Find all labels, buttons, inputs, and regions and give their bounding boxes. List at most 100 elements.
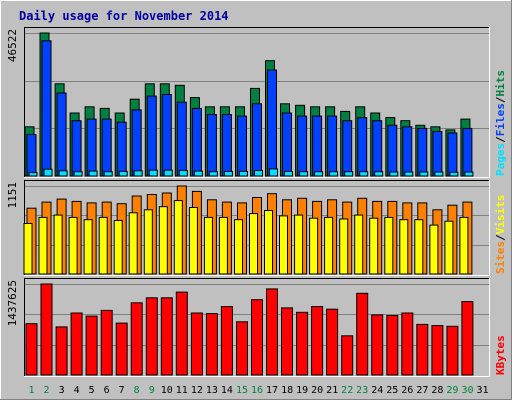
x-tick-label-day-18: 18 bbox=[281, 385, 293, 396]
bar-pages-day-30 bbox=[464, 171, 474, 177]
bar-pages-day-26 bbox=[404, 171, 414, 177]
x-tick-label-day-1: 1 bbox=[28, 385, 34, 396]
bar-sites-day-21 bbox=[324, 216, 334, 275]
bar-kbytes-day-9 bbox=[145, 297, 158, 376]
bar-kbytes-day-18 bbox=[281, 307, 293, 376]
bar-pages-day-16 bbox=[254, 170, 263, 177]
bar-files-day-4 bbox=[71, 120, 82, 177]
x-tick-label-day-2: 2 bbox=[43, 385, 49, 396]
x-tick-label-day-14: 14 bbox=[221, 385, 233, 396]
panel-legend: KBytes bbox=[494, 335, 507, 375]
bar-kbytes-day-12 bbox=[190, 312, 203, 376]
bar-files-day-13 bbox=[206, 114, 217, 177]
bar-kbytes-day-7 bbox=[115, 322, 128, 376]
x-tick-label-day-28: 28 bbox=[431, 385, 443, 396]
legend-entry: Files bbox=[494, 103, 507, 136]
bar-sites-day-9 bbox=[143, 209, 153, 275]
bar-files-day-11 bbox=[176, 101, 187, 177]
x-tick-label-day-24: 24 bbox=[371, 385, 383, 396]
bar-kbytes-day-30 bbox=[461, 301, 474, 376]
bar-files-day-23 bbox=[357, 117, 368, 177]
bar-pages-day-29 bbox=[449, 171, 459, 177]
bar-sites-day-1 bbox=[23, 223, 33, 275]
bar-kbytes-day-2 bbox=[40, 283, 53, 376]
bar-kbytes-day-27 bbox=[416, 323, 429, 376]
panel-legend: Pages/Files/Hits bbox=[494, 70, 507, 176]
bar-sites-day-10 bbox=[158, 206, 168, 275]
bar-sites-day-29 bbox=[444, 220, 454, 275]
bar-pages-day-28 bbox=[434, 171, 444, 177]
bar-files-day-30 bbox=[462, 127, 473, 177]
bar-pages-day-23 bbox=[359, 171, 369, 177]
legend-entry: Pages bbox=[494, 143, 507, 176]
x-tick-label-day-15: 15 bbox=[236, 385, 248, 396]
bar-kbytes-day-4 bbox=[70, 312, 83, 376]
panel-legend: Sites/Visits bbox=[494, 195, 507, 275]
bar-files-day-15 bbox=[237, 115, 247, 177]
bar-pages-day-7 bbox=[118, 170, 128, 177]
bar-kbytes-day-23 bbox=[356, 292, 369, 376]
x-tick-label-day-8: 8 bbox=[134, 385, 140, 396]
bar-sites-day-3 bbox=[53, 214, 63, 275]
bar-kbytes-day-10 bbox=[160, 297, 173, 376]
bar-files-day-5 bbox=[86, 118, 97, 177]
x-tick-label-day-27: 27 bbox=[416, 385, 428, 396]
bar-kbytes-day-24 bbox=[371, 314, 384, 376]
bar-files-day-14 bbox=[221, 114, 232, 177]
bar-sites-day-5 bbox=[83, 219, 93, 275]
bar-pages-day-10 bbox=[163, 169, 173, 177]
x-tick-label-day-13: 13 bbox=[206, 385, 218, 396]
x-tick-label-day-30: 30 bbox=[461, 385, 473, 396]
x-tick-label-day-6: 6 bbox=[104, 385, 110, 396]
bar-sites-day-24 bbox=[369, 217, 379, 275]
bar-pages-day-18 bbox=[284, 170, 293, 177]
x-tick-label-day-29: 29 bbox=[446, 385, 458, 396]
chart-title: Daily usage for November 2014 bbox=[19, 9, 229, 23]
bar-kbytes-day-16 bbox=[251, 299, 263, 376]
x-tick-label-day-22: 22 bbox=[341, 385, 353, 396]
x-tick-label-day-16: 16 bbox=[251, 385, 263, 396]
bar-files-day-2 bbox=[41, 40, 52, 177]
bar-files-day-9 bbox=[146, 95, 157, 177]
bar-kbytes-day-13 bbox=[205, 313, 218, 376]
panel-max-label: 1437625 bbox=[6, 280, 19, 326]
legend-entry: / bbox=[494, 96, 507, 103]
bar-sites-day-13 bbox=[203, 216, 213, 275]
bar-pages-day-12 bbox=[193, 170, 203, 177]
bar-sites-day-6 bbox=[98, 216, 108, 275]
bar-pages-day-6 bbox=[103, 171, 113, 177]
bar-kbytes-day-20 bbox=[311, 306, 324, 376]
x-tick-label-day-21: 21 bbox=[326, 385, 338, 396]
x-tick-label-day-19: 19 bbox=[296, 385, 308, 396]
bar-sites-day-17 bbox=[264, 210, 273, 275]
legend-entry: Visits bbox=[494, 195, 507, 235]
bar-files-day-16 bbox=[252, 103, 262, 177]
bar-files-day-6 bbox=[101, 118, 112, 177]
bar-sites-day-28 bbox=[429, 224, 439, 275]
bar-kbytes-day-14 bbox=[220, 306, 233, 376]
bar-pages-day-17 bbox=[269, 168, 278, 177]
x-tick-label-day-17: 17 bbox=[266, 385, 278, 396]
bar-kbytes-day-19 bbox=[296, 311, 309, 376]
bar-pages-day-25 bbox=[389, 171, 399, 177]
bar-sites-day-16 bbox=[249, 213, 258, 275]
bar-sites-day-22 bbox=[339, 218, 349, 275]
bar-pages-day-5 bbox=[88, 170, 98, 177]
bar-files-day-10 bbox=[161, 94, 172, 177]
x-tick-label-day-20: 20 bbox=[311, 385, 323, 396]
x-tick-label-day-9: 9 bbox=[149, 385, 155, 396]
bar-pages-day-20 bbox=[314, 171, 324, 177]
x-tick-label-day-7: 7 bbox=[119, 385, 125, 396]
bar-kbytes-day-5 bbox=[85, 315, 98, 376]
bar-kbytes-day-6 bbox=[100, 309, 113, 376]
bar-sites-day-14 bbox=[218, 216, 228, 275]
bar-files-day-20 bbox=[312, 115, 323, 177]
bar-pages-day-1 bbox=[28, 172, 38, 177]
panel-visits_sites: 1151 Sites/Visits bbox=[6, 180, 507, 276]
bar-sites-day-8 bbox=[128, 212, 138, 275]
bar-kbytes-day-25 bbox=[386, 315, 399, 376]
bar-pages-day-27 bbox=[419, 171, 429, 177]
bar-pages-day-9 bbox=[148, 169, 158, 177]
legend-entry: / bbox=[494, 136, 507, 143]
